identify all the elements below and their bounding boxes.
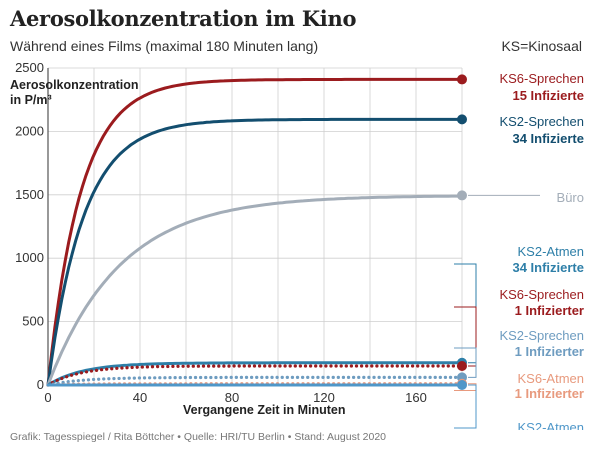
connector-line	[454, 384, 477, 429]
series-endpoint-4	[457, 360, 467, 371]
x-tick-label: 0	[44, 390, 51, 405]
series-endpoint-7	[457, 380, 467, 390]
y-axis-ticks: 0 500 1000 1500 2000 2500	[15, 60, 44, 392]
grid-lines	[47, 67, 463, 386]
series-line-2	[46, 194, 464, 387]
series-label-infected: 1 Infizierter	[515, 344, 584, 359]
series-label-name: KS2-Sprechen	[499, 328, 584, 343]
connector-line	[454, 306, 477, 367]
series-endpoint-1	[457, 114, 467, 125]
series-line-3	[46, 361, 464, 387]
x-tick-label: 40	[133, 390, 147, 405]
series-label-infected: 1 Infizierter	[515, 386, 584, 401]
x-tick-label: 80	[225, 390, 239, 405]
series-label-name: KS6-Atmen	[518, 371, 584, 386]
chart-subtitle: Während eines Films (maximal 180 Minuten…	[10, 38, 319, 54]
series-label-name: KS6-Sprechen	[499, 71, 584, 86]
y-tick-label: 0	[37, 377, 44, 392]
series-label-name: KS6-Sprechen	[499, 287, 584, 302]
series-label-name: KS2-Sprechen	[499, 114, 584, 129]
series-label-infected: 34 Infizierte	[512, 131, 584, 146]
connector-line	[454, 347, 477, 378]
series-line-1	[46, 117, 464, 387]
series-line-5	[46, 375, 464, 387]
series-labels: KS6-Sprechen 15 Infizierte KS2-Sprechen 34 …	[499, 71, 584, 430]
series-label-infected: 1 Infizierter	[515, 303, 584, 318]
series-line-0	[46, 77, 464, 387]
x-axis-title: Vergangene Zeit in Minuten	[183, 403, 346, 417]
series-label-infected: 34 Infizierte	[512, 260, 584, 275]
y-tick-label: 2500	[15, 60, 44, 75]
y-tick-label: 500	[22, 314, 44, 329]
x-axis-ticks: 0 40 80 120 160	[44, 390, 426, 405]
line-chart: 0 500 1000 1500 2000 2500 0 40 80 120 160 Aerosol…	[10, 60, 584, 430]
x-tick-label: 160	[405, 390, 427, 405]
chart-title: Aerosolkonzentration im Kino	[10, 6, 357, 31]
series-label-infected: 15 Infizierte	[512, 88, 584, 103]
series-endpoint-0	[457, 74, 467, 85]
footer-source: Grafik: Tagesspiegel / Rita Böttcher • Q…	[10, 431, 387, 443]
y-axis-title-line2: in P/m³	[10, 93, 52, 107]
label-connectors	[454, 194, 540, 429]
y-axis-title-line1: Aerosolkonzentration	[10, 78, 139, 92]
series-label-name: KS2-Atmen	[518, 420, 584, 430]
series-label-name: KS2-Atmen	[518, 244, 584, 259]
y-tick-label: 2000	[15, 123, 44, 138]
y-tick-label: 1000	[15, 250, 44, 265]
series-endpoints	[457, 74, 467, 390]
series-endpoint-2	[457, 190, 467, 201]
series-label-name: Büro	[557, 190, 584, 205]
y-tick-label: 1500	[15, 187, 44, 202]
series-line-4	[46, 364, 464, 387]
series-lines	[46, 77, 464, 387]
legend-note: KS=Kinosaal	[501, 38, 582, 54]
x-tick-label: 120	[313, 390, 335, 405]
